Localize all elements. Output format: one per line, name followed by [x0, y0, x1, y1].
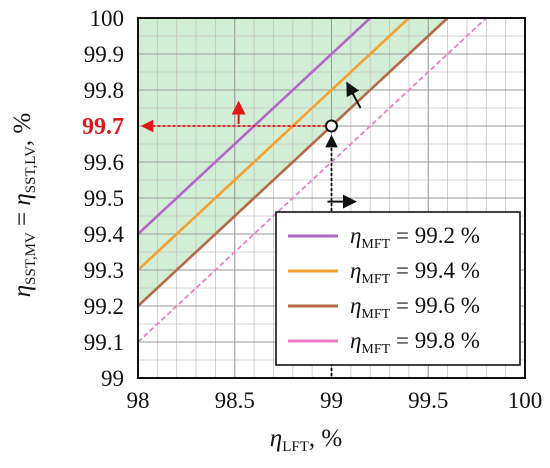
y-tick-label: 99.4	[84, 222, 125, 247]
plot-frame	[137, 17, 526, 379]
x-axis-label: ηLFT, %	[270, 425, 342, 455]
operating-point-marker	[325, 119, 338, 133]
legend-label: ηMFT = 99.6 %	[350, 293, 480, 322]
y-tick-label: 99	[101, 366, 124, 391]
legend-label: ηMFT = 99.2 %	[350, 223, 480, 252]
legend-label: ηMFT = 99.8 %	[350, 328, 480, 357]
x-tick-label: 98	[127, 388, 150, 413]
legend: ηMFT = 99.2 % ηMFT = 99.4 % ηMFT = 99.6 % η…	[275, 211, 521, 366]
x-tick-label: 99	[320, 388, 343, 413]
y-tick-label: 99.2	[84, 294, 124, 319]
x-tick-label: 100	[508, 388, 543, 413]
y-tick-label: 99.5	[84, 186, 124, 211]
y-tick-label: 99.6	[84, 150, 124, 175]
y-tick-label: 99.9	[84, 42, 124, 67]
x-tick-label: 98.5	[215, 388, 255, 413]
series-line-mft-99-6	[138, 18, 449, 307]
y-tick-label: 99.1	[84, 330, 124, 355]
series-line-mft-99-4	[138, 18, 410, 271]
y-tick-label: 99.3	[84, 258, 124, 283]
black-diagonal-arrow	[346, 81, 362, 109]
y-tick-label: 99.8	[84, 78, 124, 103]
highlight-y-label: 99.7	[82, 114, 124, 140]
legend-label: ηMFT = 99.4 %	[350, 258, 480, 287]
tick-labels: 98 98.5 99 99.5 100 99 99.1 99.2 99.3 99.4 99.5 99.…	[82, 6, 542, 413]
y-axis-label: ηSST,MV = ηSST,LV, %	[9, 113, 39, 298]
x-tick-label: 99.5	[408, 388, 448, 413]
y-tick-label: 100	[90, 6, 125, 31]
series-line-mft-99-8	[138, 18, 487, 343]
